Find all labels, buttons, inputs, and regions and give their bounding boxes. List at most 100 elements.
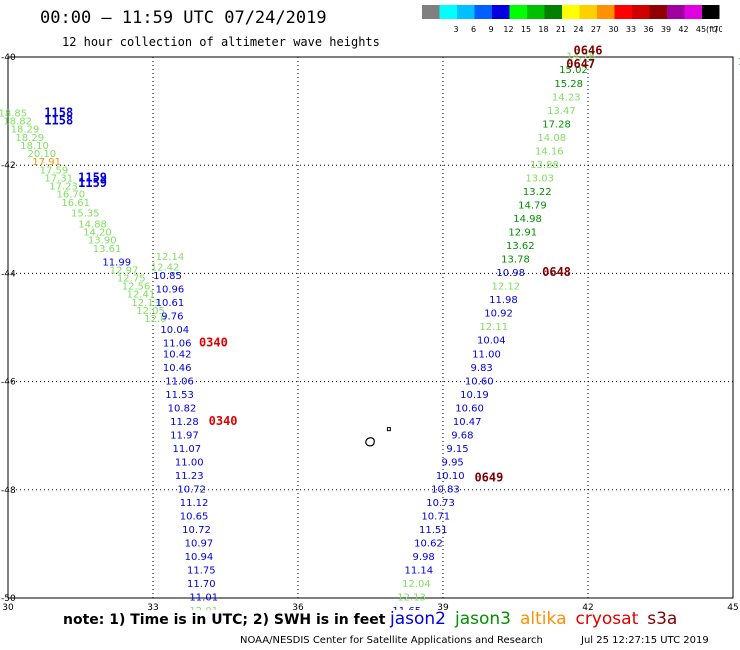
wave-height-value: 11.00: [175, 457, 204, 468]
wave-height-value: 10.60: [455, 403, 484, 414]
colorbar-swatch-12: [632, 5, 650, 19]
wave-height-value: 17.91: [32, 157, 61, 168]
wave-height-value: 10.83: [431, 485, 460, 496]
wave-height-value: 10.82: [168, 403, 197, 414]
island-outline: [386, 427, 391, 432]
wave-height-value: 13.88: [530, 160, 559, 171]
colorbar-tick-label: 24: [573, 25, 583, 34]
wave-height-value: 11.23: [175, 471, 204, 482]
wave-height-colorbar: 3 6 9 12 15 18 21 24 27 30 33 36 39 42 45 70(ft): [422, 5, 722, 34]
wave-height-value: 12.97: [110, 265, 139, 276]
wave-height-value: 11.99: [102, 257, 131, 268]
wave-height-value: 11.28: [170, 417, 199, 428]
lat-tick-label: -42: [1, 161, 16, 171]
lat-tick-label: -48: [1, 486, 16, 496]
wave-height-value: 10.62: [414, 539, 443, 550]
units-note: note: 1) Time is in UTC; 2) SWH is in fe…: [63, 612, 386, 628]
wave-height-value: 14.98: [513, 214, 542, 225]
wave-height-value: 14.08: [537, 133, 566, 144]
observations-layer: 11.5018.8518.8218.2918.2918.1020.1017.91…: [0, 45, 740, 610]
wave-height-value: 10.46: [163, 363, 192, 374]
wave-height-value: 17.28: [542, 119, 571, 130]
wave-height-value: 11.12: [180, 498, 209, 509]
wave-height-value: 10.97: [185, 539, 214, 550]
lat-tick-label: -44: [1, 269, 16, 279]
wave-height-value: 17.59: [40, 165, 69, 176]
pass-time-label: 0649: [474, 471, 503, 485]
wave-height-value: 10.72: [177, 485, 206, 496]
wave-height-value: 14.79: [518, 200, 547, 211]
wave-height-value: 13.78: [501, 255, 530, 266]
lon-tick-label: 39: [437, 603, 449, 610]
credit-text: NOAA/NESDIS Center for Satellite Applica…: [240, 635, 543, 646]
colorbar-tick-label: 12: [503, 25, 513, 34]
pass-time-label: 1159: [78, 170, 107, 184]
wave-height-value: 18.82: [3, 117, 32, 128]
colorbar-tick-label: 36: [643, 25, 653, 34]
wave-height-value: 14.16: [535, 146, 564, 157]
lat-tick-label: -40: [1, 53, 16, 63]
colorbar-tick-label: 9: [488, 25, 493, 34]
wave-height-value: 20.10: [28, 149, 57, 160]
wave-height-value: 15.26: [738, 57, 740, 68]
wave-height-value: 12.11: [479, 322, 508, 333]
wave-height-value: 14.23: [552, 92, 581, 103]
wave-height-value: 10.72: [182, 525, 211, 536]
wave-height-value: 12.04: [402, 579, 431, 590]
wave-height-value: 10.61: [156, 298, 185, 309]
wave-height-value: 9.76: [161, 311, 183, 322]
wave-height-value: 10.42: [163, 349, 192, 360]
wave-height-value: 10.19: [460, 390, 489, 401]
lon-tick-label: 45: [727, 603, 738, 610]
colorbar-tick-label: 39: [661, 25, 671, 34]
wave-height-value: 15.28: [554, 79, 583, 90]
wave-height-value: 10.04: [477, 336, 506, 347]
wave-height-value: 12.42: [151, 263, 180, 274]
wave-height-value: 12.75: [117, 274, 146, 285]
legend-s3a: s3a: [647, 609, 678, 629]
colorbar-swatch-15: [684, 5, 702, 19]
colorbar-swatch-14: [667, 5, 685, 19]
wave-height-value: 11.06: [165, 376, 194, 387]
wave-height-value: 10.60: [465, 376, 494, 387]
lon-tick-label: 36: [292, 603, 304, 610]
island-outline: [365, 437, 375, 447]
pass-time-label: 0647: [566, 57, 595, 71]
wave-height-value: 16.70: [57, 190, 86, 201]
colorbar-tick-label: 42: [678, 25, 688, 34]
map-subtitle: 12 hour collection of altimeter wave hei…: [62, 35, 380, 49]
colorbar-swatch-7: [544, 5, 562, 19]
wave-height-value: 18.29: [11, 125, 40, 136]
wave-height-value: 10.92: [484, 309, 513, 320]
wave-height-value: 15.02: [559, 65, 588, 76]
wave-height-value: 10.47: [453, 417, 482, 428]
colorbar-tick-label: 33: [626, 25, 636, 34]
wave-height-value: 13.90: [88, 236, 117, 247]
wave-height-value: 11.70: [187, 579, 216, 590]
colorbar-tick-label: 18: [538, 25, 548, 34]
wave-height-value: 13.62: [506, 241, 535, 252]
wave-height-value: 18.85: [0, 109, 27, 120]
colorbar-swatch-13: [649, 5, 667, 19]
wave-height-value: 16.61: [61, 198, 90, 209]
wave-height-value: 9.68: [451, 430, 473, 441]
pass-time-label: 0648: [542, 265, 571, 279]
wave-height-value: 14.20: [83, 228, 112, 239]
lat-tick-label: -46: [1, 378, 16, 388]
colorbar-tick-label: 3: [453, 25, 458, 34]
generated-timestamp: Jul 25 12:27:15 UTC 2019: [581, 635, 709, 646]
wave-height-value: 11.51: [419, 525, 448, 536]
pass-time-label: 0340: [199, 335, 228, 349]
colorbar-swatch-1: [439, 5, 457, 19]
wave-height-value: 10.04: [160, 325, 189, 336]
colorbar-tick-label: 45: [696, 25, 706, 34]
wave-height-value: 9.15: [446, 444, 468, 455]
wave-height-value: 9.98: [413, 552, 435, 563]
colorbar-swatch-0: [422, 5, 440, 19]
wave-height-value: 18.29: [15, 133, 44, 144]
wave-height-value: 12.05: [136, 306, 165, 317]
colorbar-tick-label: 6: [471, 25, 476, 34]
legend-jason2: jason2: [390, 609, 446, 629]
pass-time-label: 1158: [44, 106, 73, 120]
lat-tick-label: -50: [1, 594, 16, 604]
